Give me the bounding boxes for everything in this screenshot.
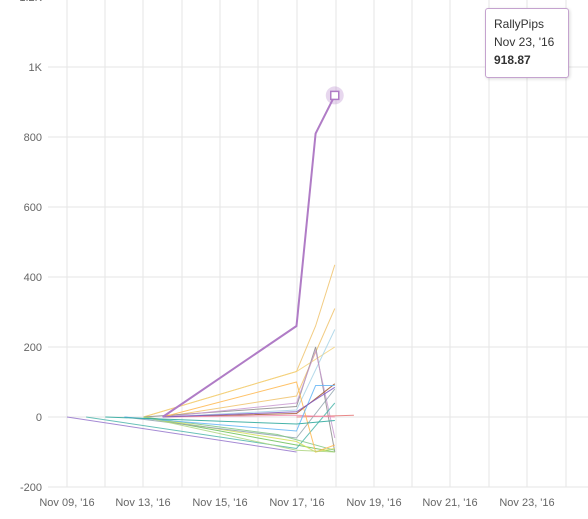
y-tick-label: 600 (24, 202, 42, 214)
x-axis: Nov 09, '16 Nov 13, '16 Nov 15, '16 Nov 17,… (39, 497, 554, 509)
y-tick-label: -200 (20, 482, 42, 494)
series-line-19[interactable] (105, 416, 335, 425)
series-line-12[interactable] (124, 388, 336, 439)
y-tick-label: 400 (24, 272, 42, 284)
series-line-5[interactable] (162, 348, 336, 439)
series-line-16[interactable] (124, 385, 335, 432)
series-line-17[interactable] (162, 386, 336, 418)
x-tick-label: Nov 15, '16 (192, 497, 247, 509)
x-tick-label: Nov 23, '16 (499, 497, 554, 509)
y-tick-label: 200 (24, 342, 42, 354)
x-tick-label: Nov 17, '16 (269, 497, 324, 509)
series-line-3[interactable] (162, 329, 336, 418)
x-tick-label: Nov 09, '16 (39, 497, 94, 509)
x-tick-label: Nov 13, '16 (115, 497, 170, 509)
y-tick-label: 1K (29, 62, 43, 74)
series-line-6[interactable] (162, 383, 336, 418)
background-series (66, 264, 354, 453)
y-tick-label: 1.2K (19, 0, 42, 4)
series-line-13[interactable] (162, 414, 335, 418)
rallypips-line[interactable] (162, 94, 336, 418)
series-line-8[interactable] (86, 402, 336, 450)
series-line-9[interactable] (66, 416, 297, 453)
series-line-18[interactable] (143, 416, 335, 453)
tooltip-date: Nov 23, '16 (494, 35, 555, 49)
x-tick-label: Nov 19, '16 (346, 497, 401, 509)
tooltip-value: 918.87 (494, 53, 531, 67)
y-axis: -200 0 200 400 600 800 1K 1.2K (19, 0, 42, 494)
series-line-2[interactable] (143, 346, 336, 418)
series-line-0[interactable] (143, 264, 336, 418)
x-tick-label: Nov 21, '16 (422, 497, 477, 509)
y-tick-label: 800 (24, 132, 42, 144)
tooltip: RallyPips Nov 23, '16 918.87 (485, 8, 569, 78)
highlighted-series[interactable] (162, 86, 344, 418)
series-line-11[interactable] (143, 416, 335, 453)
series-line-4[interactable] (143, 346, 336, 453)
grid (48, 0, 588, 488)
series-line-1[interactable] (162, 308, 336, 418)
hover-point-marker[interactable] (330, 90, 340, 101)
series-line-14[interactable] (143, 416, 335, 451)
series-line-15[interactable] (162, 381, 335, 453)
y-tick-label: 0 (36, 412, 42, 424)
tooltip-series-name: RallyPips (494, 17, 545, 31)
